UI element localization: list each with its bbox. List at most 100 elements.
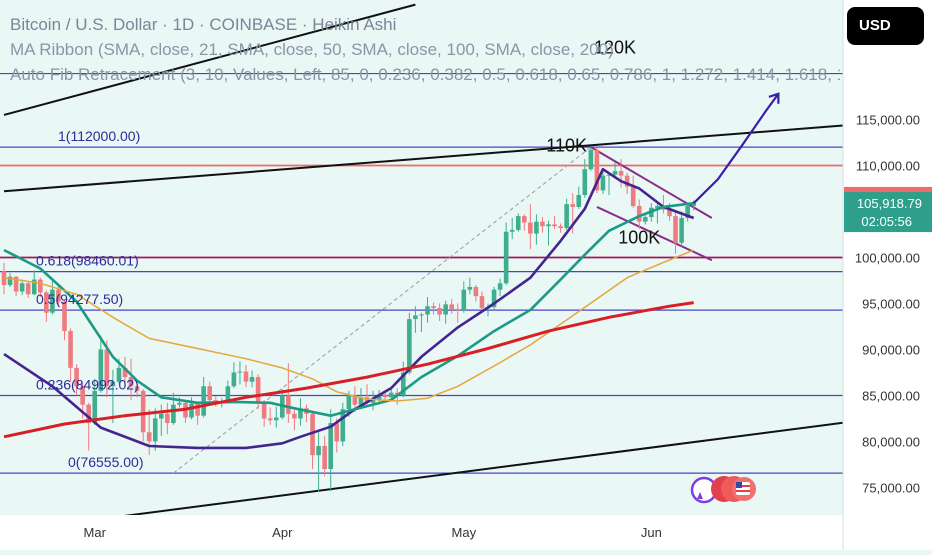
candle — [255, 377, 261, 402]
candle — [582, 169, 588, 195]
candle — [509, 229, 515, 232]
candle — [171, 404, 176, 424]
price-tag-value: 105,918.79 — [857, 196, 922, 211]
x-tick-label: May — [452, 525, 477, 540]
candle — [31, 279, 37, 295]
candle — [636, 206, 642, 222]
y-tick-label: 80,000.00 — [862, 434, 920, 449]
candle — [110, 381, 116, 387]
candle — [503, 231, 509, 284]
time-axis[interactable] — [0, 515, 843, 550]
fib-level-label: 0.618(98460.01) — [36, 253, 139, 269]
candle — [104, 349, 110, 387]
candle — [540, 221, 545, 227]
candle — [346, 395, 352, 410]
candle — [358, 397, 364, 405]
candle — [473, 286, 479, 297]
candle — [679, 217, 684, 243]
candle — [165, 413, 170, 424]
candle — [515, 216, 521, 230]
candle — [437, 308, 442, 315]
ma-line — [3, 167, 695, 450]
candle — [19, 283, 25, 292]
y-tick-label: 110,000.00 — [856, 159, 920, 174]
candle — [491, 289, 497, 308]
candle — [691, 203, 696, 206]
candle — [98, 349, 104, 391]
x-tick-label: Jun — [641, 525, 662, 540]
candle — [425, 306, 430, 315]
candle — [340, 409, 346, 442]
candle — [243, 371, 249, 382]
candle — [546, 224, 551, 227]
candle — [407, 319, 412, 373]
candle — [382, 394, 388, 398]
candle — [467, 286, 473, 290]
x-tick-label: Mar — [84, 525, 107, 540]
trendline[interactable] — [3, 117, 932, 193]
fib-level-label: 0(76555.00) — [68, 454, 144, 470]
candle — [261, 401, 267, 419]
price-annotation: 120K — [594, 37, 636, 57]
fib-level-label: 1(112000.00) — [58, 128, 140, 144]
y-tick-label: 85,000.00 — [862, 388, 920, 403]
candle — [249, 377, 255, 382]
candle — [612, 171, 618, 175]
candle — [201, 386, 206, 416]
candle — [449, 304, 454, 309]
chart-legend: Bitcoin / U.S. Dollar · 1D · COINBASE · … — [10, 12, 840, 87]
price-annotation: 110K — [546, 136, 587, 156]
countdown-label: 02:05:56 — [861, 214, 912, 229]
candle — [655, 206, 660, 208]
trendline[interactable] — [590, 146, 713, 219]
fib-level-label: 0.236(84992.02) — [36, 377, 139, 393]
candle — [443, 304, 448, 315]
candle — [68, 331, 73, 368]
trendline[interactable] — [596, 206, 713, 262]
candle — [685, 206, 690, 218]
candle — [225, 386, 231, 402]
currency-button[interactable]: USD — [847, 7, 924, 45]
candle — [388, 392, 394, 398]
candle — [667, 209, 672, 217]
candle — [461, 289, 467, 311]
tradingview-logo — [690, 476, 756, 504]
candle — [558, 226, 563, 229]
candle — [38, 279, 43, 293]
candle — [618, 171, 624, 176]
candle — [576, 194, 582, 207]
candle — [322, 446, 327, 470]
candle — [497, 283, 503, 290]
ma-ribbon-indicator[interactable]: MA Ribbon (SMA, close, 21, SMA, close, 5… — [10, 40, 614, 59]
candle — [273, 417, 279, 421]
candle — [207, 386, 212, 401]
candle — [316, 446, 321, 456]
candle — [56, 289, 61, 302]
price-tag — [844, 192, 932, 233]
ma-line — [3, 301, 694, 439]
price-annotation: 100K — [618, 228, 660, 248]
candle — [334, 423, 340, 442]
candle — [630, 186, 636, 206]
candle — [606, 174, 612, 176]
candle — [195, 403, 200, 416]
candle — [594, 149, 600, 191]
candle — [328, 423, 333, 470]
candle — [431, 306, 436, 309]
candle — [298, 408, 303, 419]
candle — [588, 149, 594, 170]
fib-level-label: 0.5(94277.50) — [36, 291, 123, 307]
candle — [286, 395, 291, 414]
candle — [522, 216, 527, 223]
candle — [152, 418, 158, 442]
trendline[interactable] — [3, 3, 416, 116]
trendline[interactable] — [4, 408, 932, 531]
candle — [600, 175, 606, 191]
candle — [624, 175, 630, 187]
auto-fib-indicator[interactable]: Auto Fib Retracement (3, 10, Values, Lef… — [10, 65, 840, 84]
price-axis[interactable] — [843, 0, 932, 550]
candle — [146, 432, 152, 442]
candle — [80, 386, 85, 405]
